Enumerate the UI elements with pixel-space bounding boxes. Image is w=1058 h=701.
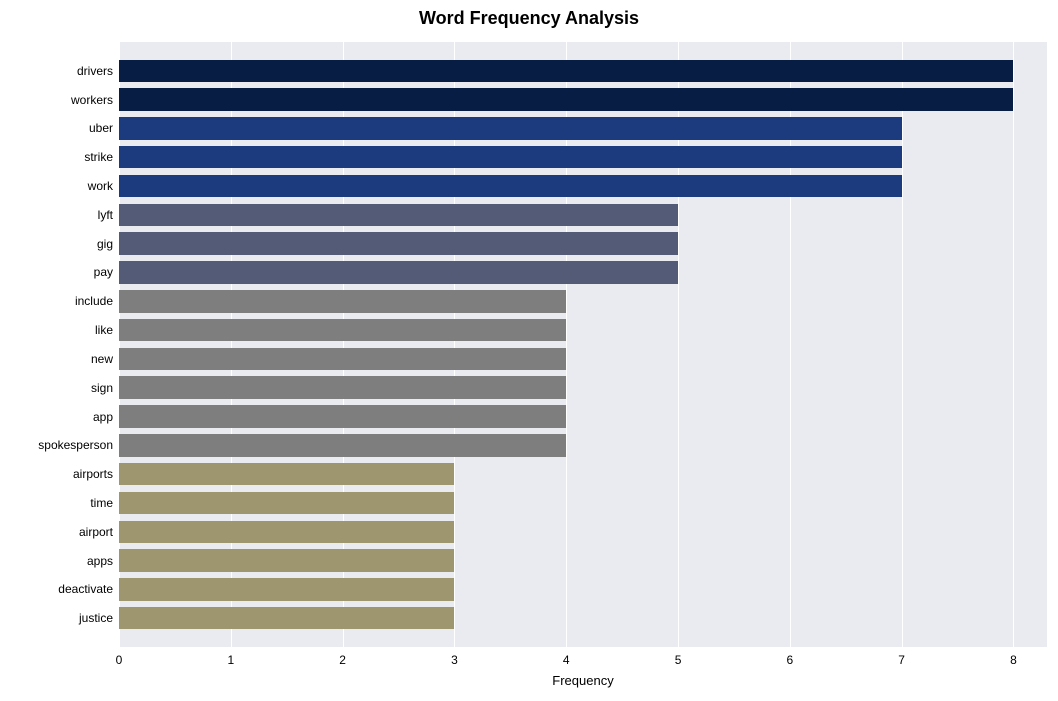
bar [119,146,902,168]
bar [119,463,454,485]
y-tick-label: spokesperson [38,438,113,452]
x-tick-label: 2 [339,653,346,667]
y-tick-label: airports [73,467,113,481]
y-tick-label: deactivate [58,582,113,596]
bar [119,607,454,629]
y-tick-label: lyft [98,208,113,222]
bar [119,434,566,456]
bar [119,319,566,341]
x-tick-label: 3 [451,653,458,667]
y-tick-label: sign [91,381,113,395]
y-tick-label: justice [79,611,113,625]
y-tick-label: apps [87,554,113,568]
word-frequency-chart: Word Frequency Analysis drivers workers ub… [0,0,1058,701]
x-tick-label: 1 [227,653,234,667]
y-tick-label: app [93,410,113,424]
x-tick-label: 6 [786,653,793,667]
y-tick-label: uber [89,121,113,135]
bar [119,204,678,226]
y-tick-label: strike [84,150,113,164]
y-tick-label: include [75,294,113,308]
x-axis-title: Frequency [523,673,643,688]
x-tick-label: 5 [675,653,682,667]
chart-title: Word Frequency Analysis [0,8,1058,29]
bar [119,376,566,398]
x-tick-label: 4 [563,653,570,667]
y-tick-label: work [88,179,113,193]
y-tick-label: new [91,352,113,366]
y-tick-label: pay [94,265,113,279]
plot-area [119,42,1047,647]
y-tick-label: gig [97,237,113,251]
x-tick-label: 7 [898,653,905,667]
y-tick-label: like [95,323,113,337]
bar [119,521,454,543]
gridline [1013,42,1014,647]
y-tick-label: drivers [77,64,113,78]
bar [119,232,678,254]
bar [119,88,1013,110]
bar [119,492,454,514]
bar [119,549,454,571]
y-tick-label: airport [79,525,113,539]
bar [119,578,454,600]
bar [119,117,902,139]
bar [119,175,902,197]
bar [119,290,566,312]
y-tick-label: time [90,496,113,510]
bar [119,261,678,283]
bar [119,405,566,427]
gridline [902,42,903,647]
bar [119,60,1013,82]
x-tick-label: 8 [1010,653,1017,667]
bar [119,348,566,370]
y-tick-label: workers [71,93,113,107]
x-tick-label: 0 [116,653,123,667]
